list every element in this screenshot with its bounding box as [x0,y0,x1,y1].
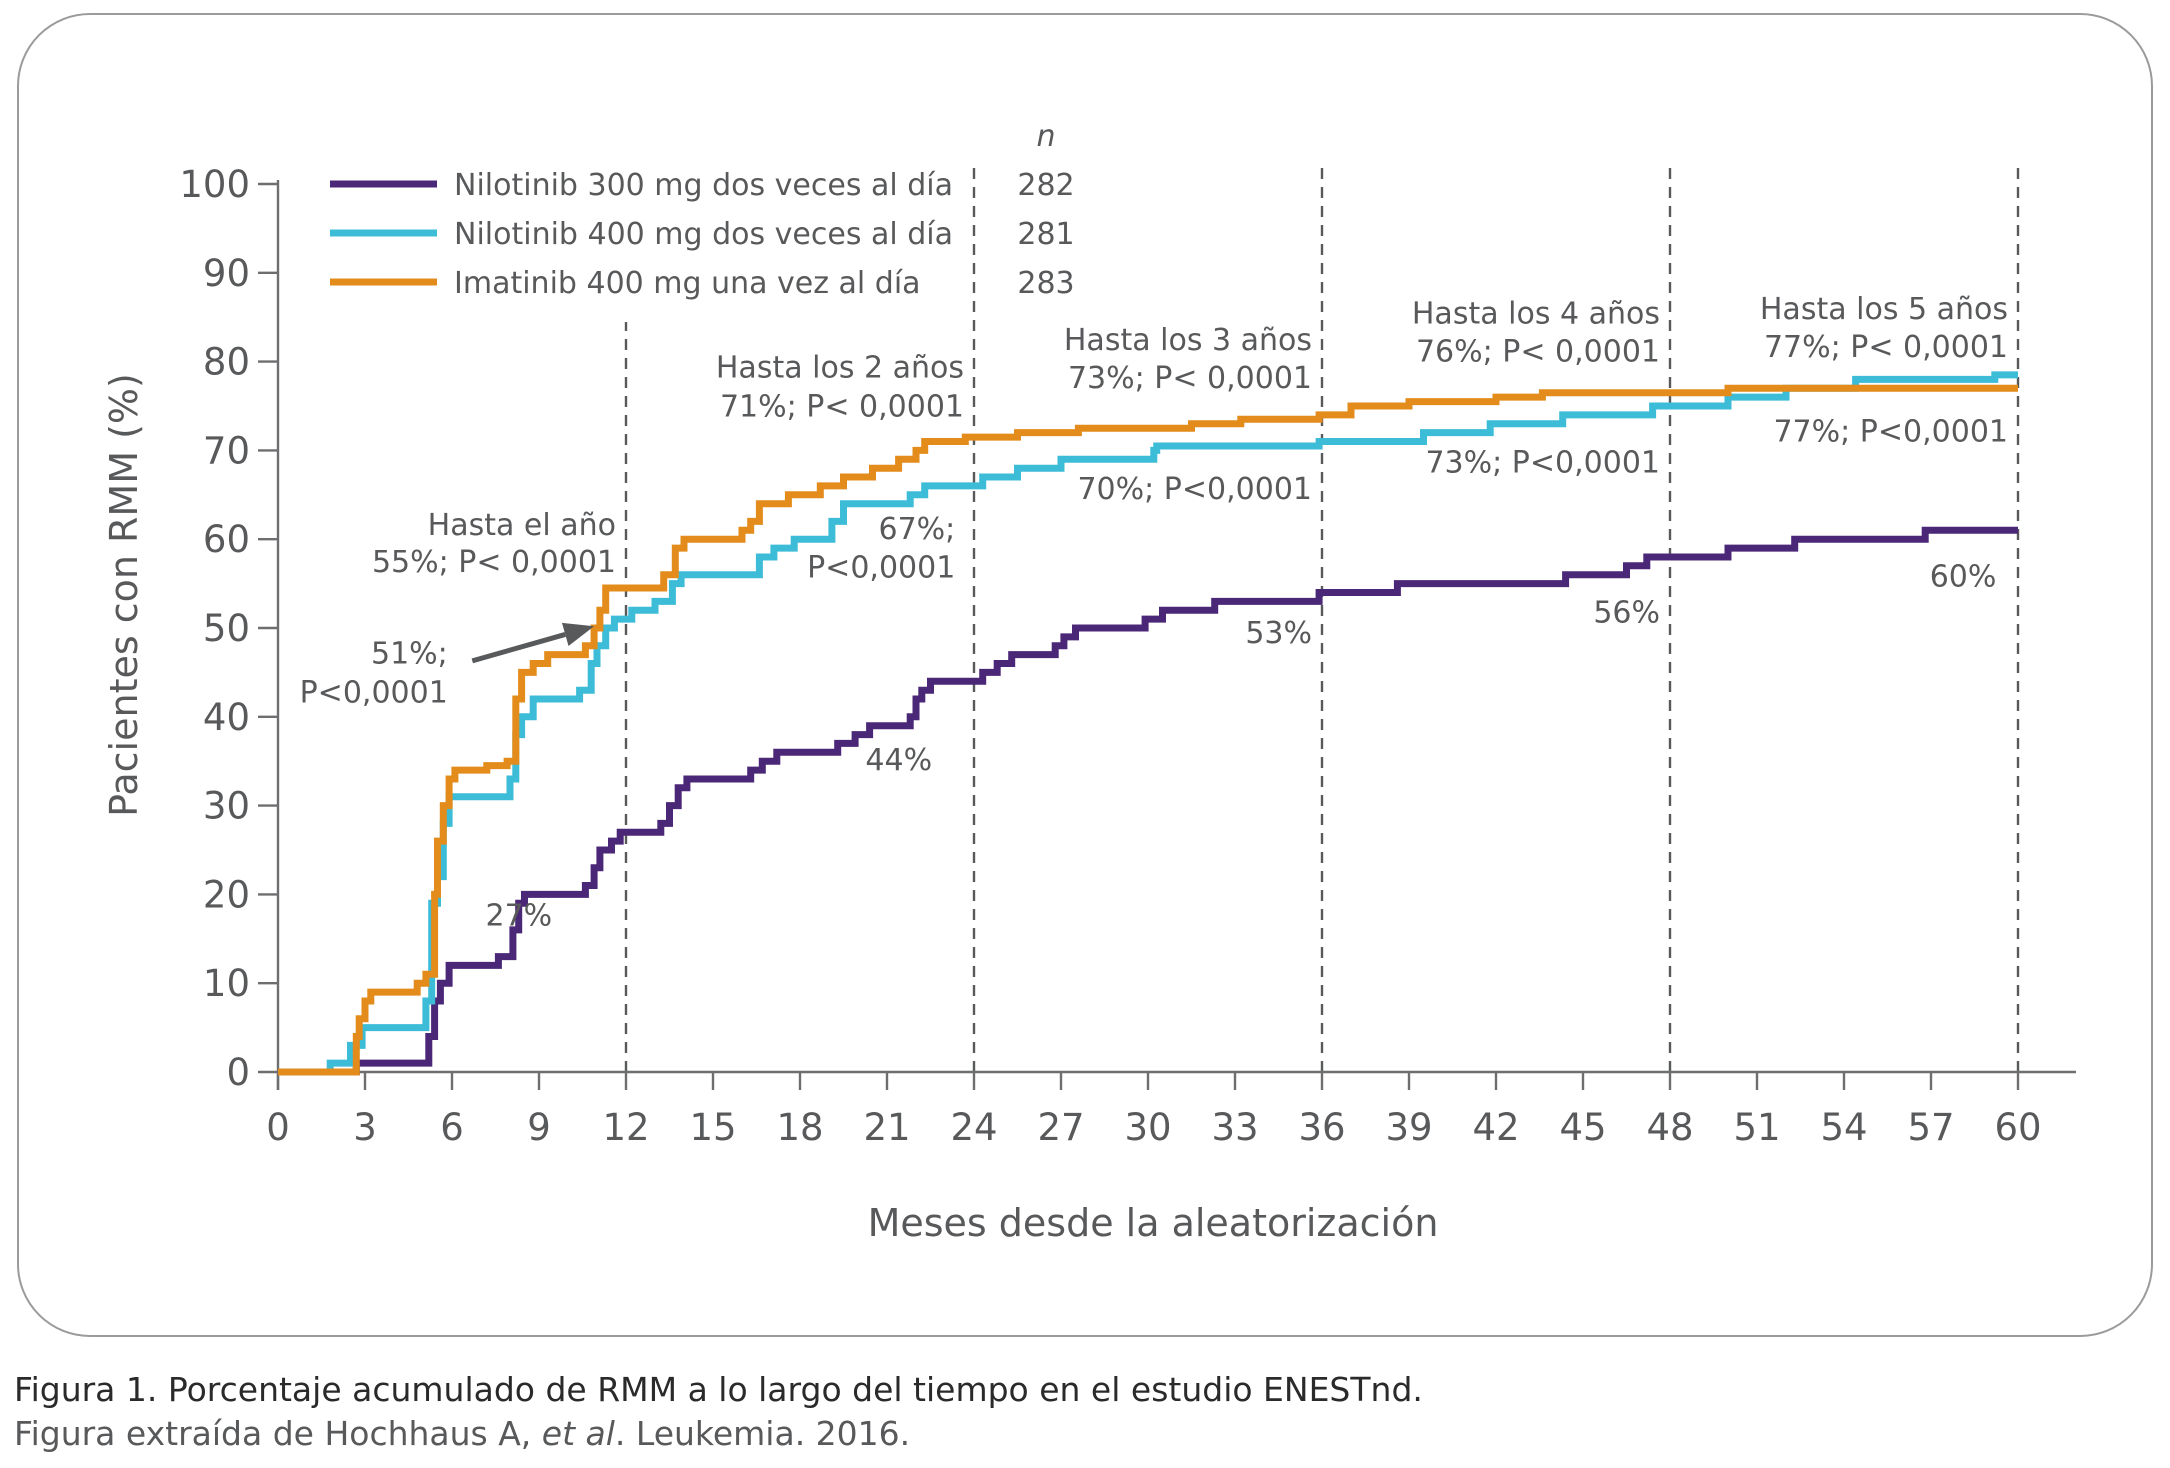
legend-label-1: Nilotinib 300 mg dos veces al día [454,168,953,203]
legend-n-header: n [1036,119,1055,154]
y-tick-label-20: 20 [203,873,250,916]
annotation-arrow-head [561,622,595,646]
legend-n-1: 282 [1017,168,1074,203]
x-tick-label-54: 54 [1820,1106,1867,1149]
annotation-label: 71%; P< 0,0001 [720,390,964,425]
annotation-arrow-shaft [471,632,566,664]
annotation-label: 53% [1245,616,1312,651]
legend-n-3: 283 [1017,266,1074,301]
y-tick-label-50: 50 [203,607,250,650]
annotation-label: Hasta los 2 años [716,351,964,386]
x-tick-label-0: 0 [266,1106,290,1149]
x-tick-label-57: 57 [1907,1106,1954,1149]
caption-title: Figura 1. Porcentaje acumulado de RMM a … [14,1370,1423,1409]
x-tick-label-21: 21 [863,1106,910,1149]
legend: n Nilotinib 300 mg dos veces al día 282 Nil… [330,119,1075,301]
legend-n-2: 281 [1017,217,1074,252]
annotation-label: 77%; P<0,0001 [1773,415,2008,450]
x-axis-label: Meses desde la aleatorización [868,1201,1439,1245]
annotation-label: 77%; P< 0,0001 [1764,330,2008,365]
legend-label-2: Nilotinib 400 mg dos veces al día [454,217,953,252]
annotation-label: P<0,0001 [807,550,955,585]
series-line-3 [278,384,2018,1076]
annotation-label: Hasta los 3 años [1064,323,1312,358]
x-tick-label-24: 24 [950,1106,997,1149]
x-tick-label-3: 3 [353,1106,377,1149]
annotation-label: 55%; P< 0,0001 [372,545,616,580]
x-tick-label-18: 18 [776,1106,823,1149]
annotation-label: P<0,0001 [300,676,448,711]
y-tick-label-100: 100 [179,163,250,206]
x-tick-label-15: 15 [689,1106,736,1149]
x-tick-label-9: 9 [527,1106,551,1149]
x-tick-label-12: 12 [602,1106,649,1149]
x-tick-label-27: 27 [1037,1106,1084,1149]
x-tick-label-36: 36 [1298,1106,1345,1149]
annotation-label: Hasta los 4 años [1412,296,1660,331]
annotation-label: Hasta el año [428,508,616,543]
annotation-label: 44% [865,743,932,778]
caption-source: Figura extraída de Hochhaus A, et al. Le… [14,1412,2154,1456]
x-tick-label-51: 51 [1733,1106,1780,1149]
figure-caption: Figura 1. Porcentaje acumulado de RMM a … [14,1368,2154,1456]
caption-source-prefix: Figura extraída de Hochhaus A, [14,1414,542,1453]
annotation-label: 70%; P<0,0001 [1077,472,1312,507]
annotation-label: 60% [1930,559,1997,594]
y-tick-label-60: 60 [203,518,250,561]
y-axis-label: Pacientes con RMM (%) [102,373,146,817]
y-tick-label-0: 0 [226,1051,250,1094]
annotation-label: 73%; P<0,0001 [1425,446,1660,481]
annotation-label: 67%; [879,512,956,547]
annotation-label: Hasta los 5 años [1760,292,2008,327]
x-tick-label-33: 33 [1211,1106,1258,1149]
x-tick-label-6: 6 [440,1106,464,1149]
x-tick-label-39: 39 [1385,1106,1432,1149]
series-layer [278,371,2018,1076]
x-tick-label-42: 42 [1472,1106,1519,1149]
annotation-label: 51%; [371,637,448,672]
x-tick-label-30: 30 [1124,1106,1171,1149]
y-tick-label-80: 80 [203,341,250,384]
annotation-label: 76%; P< 0,0001 [1416,335,1660,370]
x-tick-label-48: 48 [1646,1106,1693,1149]
reference-lines [624,162,2020,1072]
y-tick-label-30: 30 [203,785,250,828]
y-tick-label-70: 70 [203,429,250,472]
annotation-label: 73%; P< 0,0001 [1068,361,1312,396]
y-tick-label-40: 40 [203,696,250,739]
chart-frame [17,13,2153,1337]
legend-label-3: Imatinib 400 mg una vez al día [454,266,921,301]
caption-source-suffix: . Leukemia. 2016. [614,1414,911,1453]
caption-source-italic: et al [541,1414,615,1453]
x-tick-label-60: 60 [1994,1106,2041,1149]
y-tick-label-10: 10 [203,962,250,1005]
annotation-label: 56% [1593,596,1660,631]
series-line-1 [278,526,2018,1076]
annotation-label: 27% [486,898,553,933]
x-tick-label-45: 45 [1559,1106,1606,1149]
y-tick-label-90: 90 [203,252,250,295]
